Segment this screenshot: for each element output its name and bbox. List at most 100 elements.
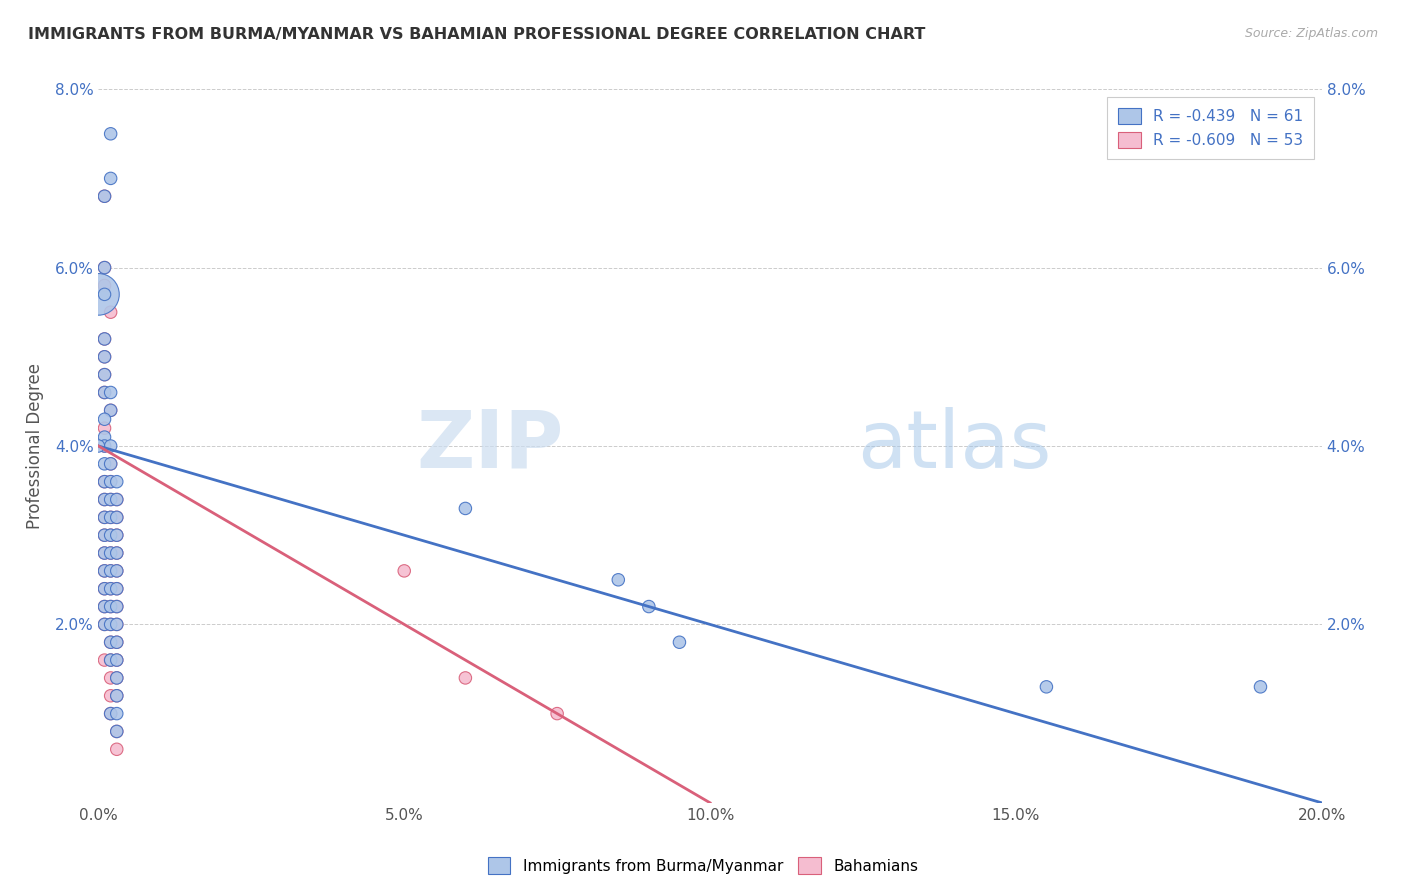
Point — [87, 287, 110, 301]
Point — [93, 599, 115, 614]
Point — [100, 582, 122, 596]
Text: ZIP: ZIP — [416, 407, 564, 485]
Y-axis label: Professional Degree: Professional Degree — [25, 363, 44, 529]
Point — [105, 706, 128, 721]
Point — [93, 475, 115, 489]
Point — [105, 617, 128, 632]
Point — [105, 671, 128, 685]
Point — [93, 492, 115, 507]
Point — [100, 475, 122, 489]
Point — [93, 457, 115, 471]
Point — [93, 260, 115, 275]
Point — [105, 582, 128, 596]
Point — [100, 653, 122, 667]
Point — [105, 510, 128, 524]
Point — [105, 599, 128, 614]
Point — [93, 332, 115, 346]
Point — [546, 706, 568, 721]
Point — [93, 260, 115, 275]
Point — [100, 671, 122, 685]
Point — [93, 582, 115, 596]
Point — [93, 412, 115, 426]
Point — [87, 439, 110, 453]
Point — [93, 546, 115, 560]
Point — [105, 492, 128, 507]
Point — [105, 475, 128, 489]
Text: Source: ZipAtlas.com: Source: ZipAtlas.com — [1244, 27, 1378, 40]
Point — [93, 439, 115, 453]
Point — [105, 546, 128, 560]
Point — [93, 332, 115, 346]
Point — [93, 287, 115, 301]
Point — [1249, 680, 1271, 694]
Point — [93, 368, 115, 382]
Legend: Immigrants from Burma/Myanmar, Bahamians: Immigrants from Burma/Myanmar, Bahamians — [481, 851, 925, 880]
Point — [100, 564, 122, 578]
Point — [105, 528, 128, 542]
Point — [105, 510, 128, 524]
Text: atlas: atlas — [856, 407, 1052, 485]
Point — [105, 653, 128, 667]
Point — [100, 305, 122, 319]
Point — [100, 635, 122, 649]
Point — [93, 617, 115, 632]
Point — [100, 706, 122, 721]
Point — [100, 564, 122, 578]
Point — [100, 510, 122, 524]
Point — [100, 403, 122, 417]
Point — [93, 528, 115, 542]
Point — [105, 564, 128, 578]
Point — [93, 350, 115, 364]
Point — [93, 189, 115, 203]
Point — [100, 599, 122, 614]
Point — [100, 653, 122, 667]
Point — [1035, 680, 1057, 694]
Point — [93, 350, 115, 364]
Point — [105, 582, 128, 596]
Point — [105, 564, 128, 578]
Legend: R = -0.439   N = 61, R = -0.609   N = 53: R = -0.439 N = 61, R = -0.609 N = 53 — [1108, 97, 1315, 159]
Point — [607, 573, 630, 587]
Point — [93, 599, 115, 614]
Point — [105, 724, 128, 739]
Point — [100, 492, 122, 507]
Point — [100, 689, 122, 703]
Point — [100, 127, 122, 141]
Point — [93, 528, 115, 542]
Point — [105, 528, 128, 542]
Point — [100, 546, 122, 560]
Point — [93, 617, 115, 632]
Point — [100, 439, 122, 453]
Point — [93, 421, 115, 435]
Point — [105, 546, 128, 560]
Point — [93, 385, 115, 400]
Point — [93, 510, 115, 524]
Point — [100, 403, 122, 417]
Point — [105, 671, 128, 685]
Point — [100, 706, 122, 721]
Point — [100, 457, 122, 471]
Point — [100, 617, 122, 632]
Point — [93, 368, 115, 382]
Point — [100, 385, 122, 400]
Point — [93, 564, 115, 578]
Point — [93, 475, 115, 489]
Point — [93, 510, 115, 524]
Point — [100, 546, 122, 560]
Point — [105, 635, 128, 649]
Point — [100, 510, 122, 524]
Point — [93, 492, 115, 507]
Point — [105, 742, 128, 756]
Point — [105, 724, 128, 739]
Point — [105, 689, 128, 703]
Point — [100, 171, 122, 186]
Point — [93, 564, 115, 578]
Point — [100, 617, 122, 632]
Point — [93, 439, 115, 453]
Point — [668, 635, 690, 649]
Point — [100, 582, 122, 596]
Point — [105, 653, 128, 667]
Text: IMMIGRANTS FROM BURMA/MYANMAR VS BAHAMIAN PROFESSIONAL DEGREE CORRELATION CHART: IMMIGRANTS FROM BURMA/MYANMAR VS BAHAMIA… — [28, 27, 925, 42]
Point — [100, 528, 122, 542]
Point — [105, 492, 128, 507]
